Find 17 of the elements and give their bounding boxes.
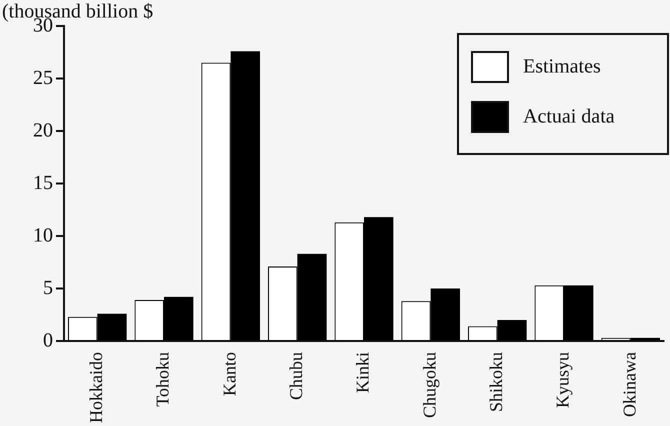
x-tick-label: Tohoku <box>152 352 173 407</box>
legend-label: Estimates <box>523 55 601 78</box>
x-tick-label: Kyusyu <box>552 352 573 408</box>
legend-label: Actuai data <box>523 105 615 128</box>
x-tick-label: Hokkaido <box>86 352 106 424</box>
y-tick-label: 10 <box>33 224 53 246</box>
x-tick-label: Kanto <box>219 352 240 396</box>
y-tick-label: 25 <box>33 66 53 89</box>
x-tick-label: Kinki <box>352 352 373 394</box>
x-tick-label: Chubu <box>286 352 306 400</box>
y-tick-label: 5 <box>43 276 53 299</box>
x-tick-label: Chugoku <box>419 352 440 418</box>
x-tick-label: Shikoku <box>486 352 506 412</box>
x-tick-label: Okinawa <box>619 352 640 417</box>
y-tick-label: 20 <box>33 119 53 142</box>
y-tick-label: 0 <box>43 329 53 352</box>
y-tick-label: 15 <box>33 172 53 194</box>
